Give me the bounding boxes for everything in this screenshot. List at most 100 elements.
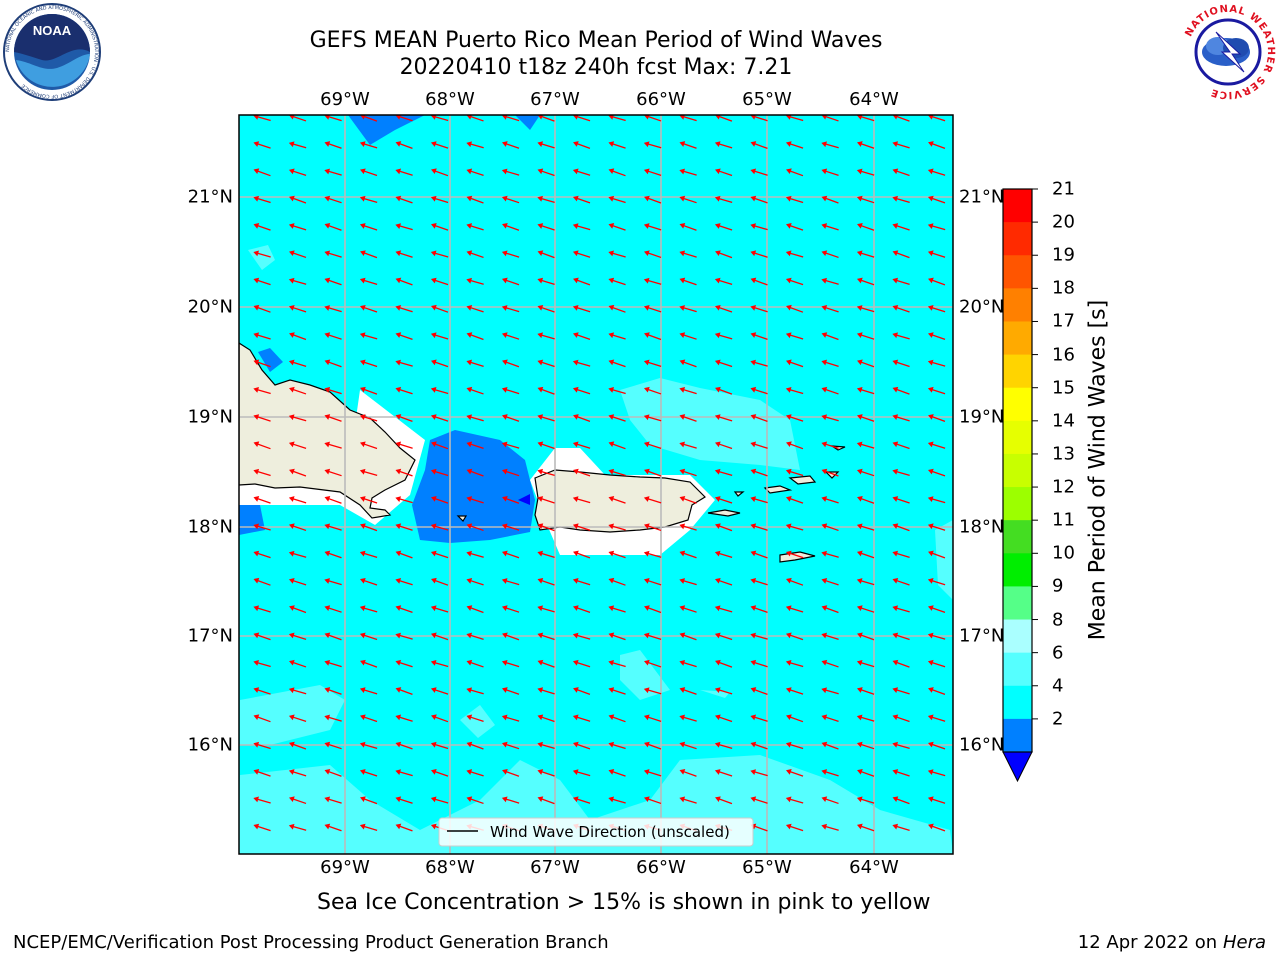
- lon-label-top: 67°W: [530, 89, 580, 110]
- wave-direction-arrow: [714, 496, 733, 504]
- lon-label-top: 69°W: [320, 89, 370, 110]
- wave-direction-arrow: [537, 168, 555, 177]
- wave-direction-arrow: [714, 223, 733, 231]
- wave-direction-arrow: [679, 550, 697, 559]
- wave-direction-arrow: [537, 550, 555, 559]
- wave-direction-arrow: [892, 687, 910, 695]
- wave-direction-arrow: [927, 714, 946, 722]
- wave-direction-arrow: [324, 796, 342, 804]
- wave-direction-arrow: [927, 496, 946, 504]
- wave-direction-arrow: [359, 441, 378, 450]
- wave-direction-arrow: [821, 386, 839, 395]
- wave-direction-arrow: [537, 741, 555, 750]
- wave-direction-arrow: [537, 496, 555, 504]
- wave-direction-arrow: [750, 223, 768, 231]
- wave-direction-arrow: [927, 523, 946, 531]
- wave-direction-arrow: [714, 687, 733, 695]
- wave-direction-arrow: [466, 523, 484, 532]
- wave-direction-arrow: [679, 305, 697, 313]
- wave-direction-arrow: [501, 687, 520, 695]
- wave-direction-arrow: [253, 550, 271, 559]
- wave-direction-arrow: [359, 769, 378, 777]
- wave-direction-arrow: [430, 414, 449, 422]
- wave-direction-arrow: [359, 332, 378, 340]
- lon-label-top: 66°W: [636, 89, 686, 110]
- wave-direction-arrow: [856, 332, 875, 340]
- wave-direction-arrow: [679, 468, 697, 477]
- wave-direction-arrow: [785, 387, 804, 395]
- wave-direction-arrow: [253, 387, 271, 395]
- wave-direction-arrow: [821, 141, 839, 149]
- wave-direction-arrow: [501, 550, 520, 559]
- wave-direction-arrow: [395, 305, 413, 313]
- wave-direction-arrow: [892, 195, 910, 204]
- wave-direction-arrow: [927, 305, 946, 313]
- wave-direction-arrow: [537, 468, 555, 477]
- colorbar-tick-label: 19: [1052, 244, 1075, 266]
- wave-direction-arrow: [324, 332, 342, 340]
- wave-direction-arrow: [359, 496, 378, 504]
- colorbar-tick-label: 8: [1052, 609, 1064, 631]
- wave-direction-arrow: [288, 659, 307, 668]
- wave-direction-arrow: [679, 223, 697, 231]
- wave-direction-arrow: [892, 277, 910, 286]
- wave-direction-arrow: [821, 223, 839, 231]
- wave-direction-arrow: [572, 523, 591, 531]
- wave-direction-arrow: [573, 141, 591, 149]
- wave-direction-arrow: [395, 550, 413, 559]
- wave-direction-arrow: [750, 414, 768, 422]
- wave-direction-arrow: [289, 741, 307, 750]
- wave-direction-arrow: [466, 414, 484, 422]
- wave-direction-arrow: [501, 441, 520, 449]
- wave-direction-arrow: [821, 687, 839, 695]
- wave-direction-arrow: [785, 359, 804, 368]
- wave-direction-arrow: [466, 332, 484, 341]
- colorbar-label: Mean Period of Wind Waves [s]: [1085, 299, 1111, 641]
- wave-direction-arrow: [360, 523, 378, 532]
- wave-direction-arrow: [892, 168, 910, 177]
- wave-direction-arrow: [537, 687, 555, 695]
- wave-direction-arrow: [288, 359, 307, 367]
- wave-direction-arrow: [786, 441, 804, 450]
- lon-label-top: 68°W: [425, 89, 475, 110]
- wave-direction-arrow: [466, 578, 484, 586]
- wave-direction-arrow: [430, 195, 449, 204]
- noaa-logo: NOAA NATIONAL OCEANIC AND ATMOSPHERIC AD…: [3, 3, 101, 101]
- colorbar-tick-label: 10: [1052, 542, 1075, 564]
- colorbar-segment: [1003, 453, 1032, 488]
- wave-direction-arrow: [431, 304, 449, 313]
- wave-direction-arrow: [892, 441, 910, 450]
- wave-direction-arrow: [395, 168, 413, 176]
- wave-direction-arrow: [359, 468, 378, 477]
- wave-direction-arrow: [785, 632, 804, 641]
- wave-direction-arrow: [324, 277, 342, 286]
- lon-label-bottom: 65°W: [742, 857, 792, 878]
- wave-direction-arrow: [714, 714, 733, 723]
- colorbar-tick-label: 17: [1052, 310, 1075, 332]
- colorbar-segment: [1003, 652, 1032, 687]
- wave-direction-arrow: [288, 250, 307, 259]
- wave-direction-arrow: [715, 659, 733, 668]
- wave-direction-arrow: [501, 714, 520, 722]
- wave-direction-arrow: [430, 496, 449, 504]
- wave-direction-arrow: [785, 496, 804, 504]
- wave-direction-arrow: [928, 141, 946, 149]
- wave-direction-arrow: [857, 496, 875, 504]
- colorbar-segment: [1003, 420, 1032, 455]
- colorbar-tick-label: 15: [1052, 377, 1075, 399]
- wave-direction-arrow: [253, 141, 271, 149]
- wave-direction-arrow: [324, 141, 342, 149]
- wave-direction-arrow: [608, 687, 626, 695]
- colorbar-tick-label: 11: [1052, 509, 1075, 531]
- wave-direction-arrow: [856, 578, 875, 586]
- wave-direction-arrow: [537, 304, 555, 313]
- wave-direction-arrow: [430, 550, 449, 559]
- wave-direction-arrow: [502, 769, 520, 777]
- lat-label-left: 18°N: [187, 516, 233, 538]
- lat-label-right: 21°N: [959, 186, 1005, 208]
- wave-direction-arrow: [608, 577, 626, 586]
- wave-direction-arrow: [928, 550, 946, 559]
- wave-direction-arrow: [395, 605, 413, 613]
- wave-direction-arrow: [501, 305, 520, 313]
- wave-direction-arrow: [466, 632, 484, 640]
